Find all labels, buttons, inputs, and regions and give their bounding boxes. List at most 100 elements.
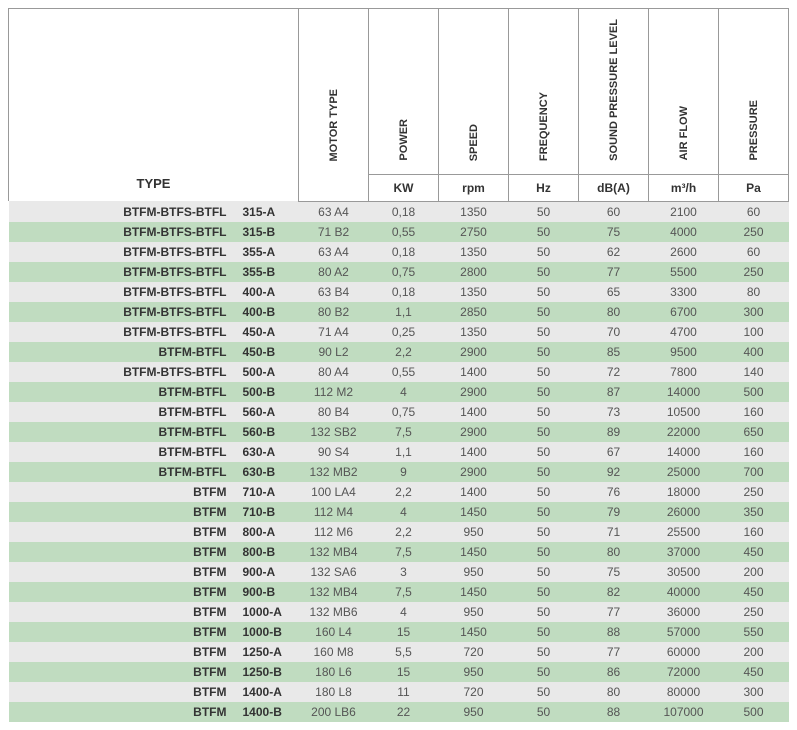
cell-pressure: 160	[719, 402, 789, 422]
cell-speed: 950	[439, 662, 509, 682]
cell-sound: 67	[579, 442, 649, 462]
cell-frequency: 50	[509, 622, 579, 642]
cell-pressure: 250	[719, 482, 789, 502]
cell-frequency: 50	[509, 201, 579, 222]
cell-speed: 2900	[439, 382, 509, 402]
cell-frequency: 50	[509, 582, 579, 602]
cell-motor: 132 MB2	[299, 462, 369, 482]
cell-series: BTFM-BTFS-BTFL	[9, 262, 239, 282]
table-row: BTFM1250-A160 M85,5720507760000200	[9, 642, 789, 662]
cell-series: BTFM	[9, 702, 239, 722]
table-row: BTFM1000-B160 L4151450508857000550	[9, 622, 789, 642]
cell-frequency: 50	[509, 382, 579, 402]
cell-sound: 75	[579, 222, 649, 242]
unit-power: KW	[369, 174, 439, 201]
cell-model: 710-A	[239, 482, 299, 502]
table-row: BTFM-BTFS-BTFL315-A63 A40,18135050602100…	[9, 201, 789, 222]
cell-motor: 132 MB6	[299, 602, 369, 622]
table-row: BTFM-BTFS-BTFL355-B80 A20,75280050775500…	[9, 262, 789, 282]
cell-series: BTFM-BTFL	[9, 422, 239, 442]
cell-sound: 76	[579, 482, 649, 502]
cell-frequency: 50	[509, 242, 579, 262]
table-row: BTFM-BTFL500-B112 M242900508714000500	[9, 382, 789, 402]
cell-pressure: 250	[719, 602, 789, 622]
cell-pressure: 300	[719, 682, 789, 702]
cell-airflow: 80000	[649, 682, 719, 702]
cell-speed: 2750	[439, 222, 509, 242]
cell-series: BTFM-BTFS-BTFL	[9, 201, 239, 222]
cell-series: BTFM-BTFS-BTFL	[9, 282, 239, 302]
cell-model: 315-A	[239, 201, 299, 222]
cell-sound: 79	[579, 502, 649, 522]
header-speed: SPEED	[439, 9, 509, 175]
cell-power: 4	[369, 602, 439, 622]
cell-frequency: 50	[509, 662, 579, 682]
cell-pressure: 400	[719, 342, 789, 362]
cell-power: 0,55	[369, 362, 439, 382]
cell-series: BTFM-BTFL	[9, 402, 239, 422]
cell-speed: 1350	[439, 282, 509, 302]
cell-speed: 950	[439, 702, 509, 722]
cell-motor: 80 B4	[299, 402, 369, 422]
cell-power: 7,5	[369, 422, 439, 442]
cell-model: 710-B	[239, 502, 299, 522]
cell-frequency: 50	[509, 322, 579, 342]
cell-airflow: 5500	[649, 262, 719, 282]
cell-motor: 100 LA4	[299, 482, 369, 502]
table-row: BTFM1400-B200 LB6229505088107000500	[9, 702, 789, 722]
cell-pressure: 500	[719, 702, 789, 722]
cell-motor: 180 L8	[299, 682, 369, 702]
cell-motor: 63 A4	[299, 201, 369, 222]
cell-frequency: 50	[509, 222, 579, 242]
cell-sound: 77	[579, 602, 649, 622]
cell-model: 1250-A	[239, 642, 299, 662]
cell-model: 355-B	[239, 262, 299, 282]
cell-airflow: 60000	[649, 642, 719, 662]
cell-series: BTFM-BTFS-BTFL	[9, 242, 239, 262]
cell-power: 9	[369, 462, 439, 482]
cell-sound: 88	[579, 622, 649, 642]
cell-airflow: 37000	[649, 542, 719, 562]
cell-model: 1400-B	[239, 702, 299, 722]
cell-motor: 80 B2	[299, 302, 369, 322]
cell-power: 1,1	[369, 442, 439, 462]
cell-pressure: 250	[719, 262, 789, 282]
cell-frequency: 50	[509, 562, 579, 582]
table-row: BTFM900-B132 MB47,51450508240000450	[9, 582, 789, 602]
cell-airflow: 3300	[649, 282, 719, 302]
cell-frequency: 50	[509, 602, 579, 622]
header-sound: SOUND PRESSURE LEVEL	[579, 9, 649, 175]
header-type: TYPE	[9, 9, 299, 202]
cell-series: BTFM-BTFS-BTFL	[9, 362, 239, 382]
cell-speed: 1450	[439, 542, 509, 562]
cell-motor: 160 L4	[299, 622, 369, 642]
cell-pressure: 500	[719, 382, 789, 402]
cell-model: 800-B	[239, 542, 299, 562]
cell-motor: 132 SB2	[299, 422, 369, 442]
cell-power: 0,25	[369, 322, 439, 342]
cell-model: 450-B	[239, 342, 299, 362]
cell-power: 0,75	[369, 262, 439, 282]
cell-power: 0,75	[369, 402, 439, 422]
cell-pressure: 250	[719, 222, 789, 242]
table-row: BTFM1000-A132 MB64950507736000250	[9, 602, 789, 622]
table-row: BTFM-BTFS-BTFL450-A71 A40,25135050704700…	[9, 322, 789, 342]
cell-speed: 2900	[439, 422, 509, 442]
cell-sound: 71	[579, 522, 649, 542]
cell-power: 2,2	[369, 522, 439, 542]
cell-model: 900-B	[239, 582, 299, 602]
cell-pressure: 700	[719, 462, 789, 482]
cell-speed: 1400	[439, 362, 509, 382]
cell-model: 1000-A	[239, 602, 299, 622]
cell-sound: 77	[579, 642, 649, 662]
cell-sound: 88	[579, 702, 649, 722]
cell-speed: 1450	[439, 502, 509, 522]
cell-frequency: 50	[509, 442, 579, 462]
cell-series: BTFM-BTFL	[9, 382, 239, 402]
cell-pressure: 80	[719, 282, 789, 302]
table-row: BTFM-BTFL630-A90 S41,11400506714000160	[9, 442, 789, 462]
cell-model: 400-B	[239, 302, 299, 322]
table-row: BTFM-BTFL560-B132 SB27,52900508922000650	[9, 422, 789, 442]
unit-pressure: Pa	[719, 174, 789, 201]
cell-model: 800-A	[239, 522, 299, 542]
